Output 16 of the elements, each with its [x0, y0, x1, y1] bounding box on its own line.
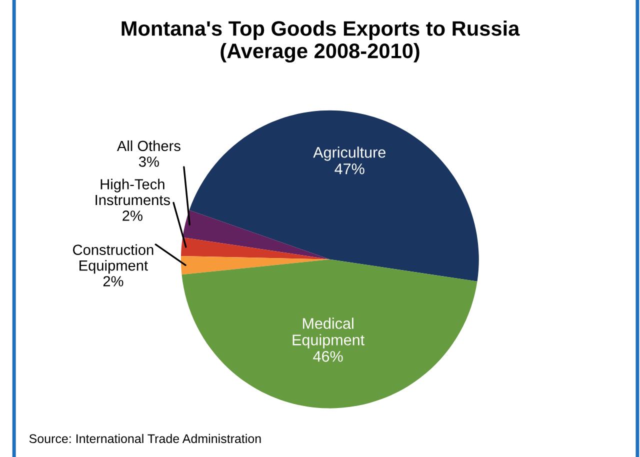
- data-label: 3%: [138, 156, 159, 167]
- pie-slice: [182, 210, 330, 260]
- slice-label: All Others: [116, 140, 180, 152]
- pie-slice: [180, 237, 330, 260]
- data-label: 47%: [334, 164, 364, 174]
- data-label: 46%: [313, 351, 343, 362]
- chart-title: Montana's Top Goods Exports to Russia (Average 2008-2010): [122, 20, 520, 63]
- slice-label: High-Tech Instruments: [96, 178, 170, 206]
- source-note: Source: International Trade Administration: [29, 434, 261, 444]
- slice-label: Construction Equipment: [73, 244, 154, 274]
- data-label: 2%: [103, 276, 124, 286]
- slice-label: Medical Equipment: [292, 318, 364, 348]
- slice-label: Agriculture: [313, 146, 386, 161]
- data-label: 2%: [122, 210, 142, 221]
- pie-slice: [182, 259, 478, 408]
- pie-slice: [189, 110, 479, 282]
